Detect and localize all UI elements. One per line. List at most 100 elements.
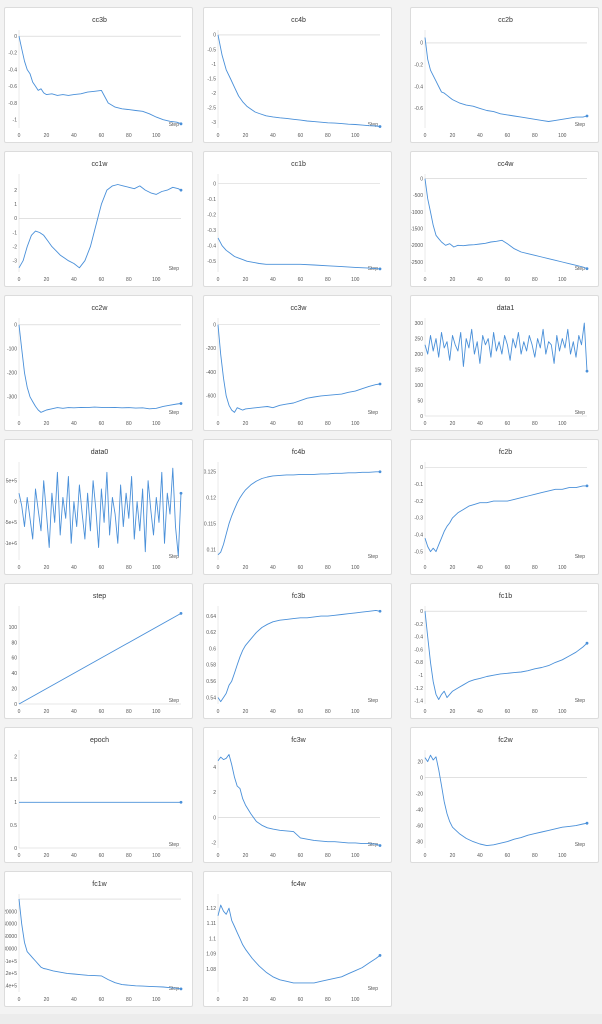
chart-card-fc1b[interactable]: fc1b 0 -0.2 -0.4 -0.6 -0.8 -1 -1.2 -1.4 0 20 40 60 80… xyxy=(410,583,599,719)
x-tick-label: 0 xyxy=(217,421,220,427)
x-tick-label: 60 xyxy=(99,709,105,715)
last-point-marker xyxy=(378,470,382,474)
chart-card-fc4w[interactable]: fc4w 1.12 1.11 1.1 1.09 1.08 0 20 40 60 80 100 Step xyxy=(203,871,392,1007)
chart-card-fc3w[interactable]: fc3w 4 2 0 -2 0 20 40 60 80 100 Step xyxy=(203,727,392,863)
last-point-marker xyxy=(378,954,382,957)
y-tick-label: -0.4 xyxy=(414,84,423,90)
x-tick-label: 40 xyxy=(270,421,276,427)
x-tick-label: 20 xyxy=(243,853,249,859)
chart-card-cc3b[interactable]: cc3b 0 -0.2 -0.4 -0.6 -0.8 -1 0 20 40 60 80 100 Step xyxy=(4,7,193,143)
chart-fc4b: fc4b 0.125 0.12 0.115 0.11 0 20 40 60 80 100 Step xyxy=(204,449,382,571)
chart-card-cc4b[interactable]: cc4b 0 -0.5 -1 -1.5 -2 -2.5 -3 0 20 40 60 80 100 Step xyxy=(203,7,392,143)
chart-card-step[interactable]: step 0 20 40 60 80 100 0 20 40 60 80 100 Step xyxy=(4,583,193,719)
chart-title: fc1b xyxy=(499,593,512,600)
y-tick-label: -0.6 xyxy=(414,647,423,653)
x-tick-label: 100 xyxy=(558,709,567,715)
chart-card-fc2b[interactable]: fc2b 0 -0.1 -0.2 -0.3 -0.4 -0.5 0 20 40 60 80 100 Ste… xyxy=(410,439,599,575)
series-line xyxy=(18,899,182,990)
y-tick-label: 300 xyxy=(415,321,424,327)
chart-card-fc2w[interactable]: fc2w 20 0 -20 -40 -60 -80 0 20 40 60 80 100 Step xyxy=(410,727,599,863)
y-tick-label: 1 xyxy=(14,202,17,208)
chart-card-fc1w[interactable]: fc1w -20000 -40000 -60000 -80000 -1e+5 -1.2e+5… xyxy=(4,871,193,1007)
y-tick-label: 0 xyxy=(14,216,17,222)
chart-card-cc1b[interactable]: cc1b 0 -0.1 -0.2 -0.3 -0.4 -0.5 0 20 40 60 80 100 Ste… xyxy=(203,151,392,287)
x-tick-label: 80 xyxy=(325,277,331,283)
x-tick-label: 60 xyxy=(298,133,304,139)
series-line xyxy=(424,322,588,372)
chart-title: fc4b xyxy=(292,449,305,456)
chart-card-data0[interactable]: data0 5e+5 0 -5e+5 -1e+6 0 20 40 60 80 100 Step xyxy=(4,439,193,575)
y-tick-label: -0.2 xyxy=(207,213,216,219)
y-tick-label: 0 xyxy=(420,176,423,182)
y-tick-label: -1.4 xyxy=(414,699,423,705)
x-axis-label: Step xyxy=(169,842,180,848)
chart-title: cc3w xyxy=(291,305,308,312)
chart-card-fc3b[interactable]: fc3b 0.64 0.62 0.6 0.58 0.56 0.54 0 20 40 60 80 100 S… xyxy=(203,583,392,719)
chart-title: cc1w xyxy=(92,161,109,168)
x-tick-label: 100 xyxy=(351,133,360,139)
y-tick-label: 0 xyxy=(14,323,17,329)
y-tick-label: -1 xyxy=(13,230,18,236)
y-tick-label: 0 xyxy=(213,815,216,821)
x-tick-label: 60 xyxy=(505,853,511,859)
y-tick-label: 0.12 xyxy=(206,496,216,502)
y-tick-label: 0 xyxy=(14,499,17,505)
x-tick-label: 40 xyxy=(477,565,483,571)
x-tick-label: 20 xyxy=(243,709,249,715)
x-tick-label: 80 xyxy=(126,997,132,1003)
x-tick-label: 80 xyxy=(126,133,132,139)
chart-card-data1[interactable]: data1 0 50 100 150 200 250 300 0 20 40 60 80 100 Step xyxy=(410,295,599,431)
x-tick-label: 40 xyxy=(71,709,77,715)
chart-card-cc3w[interactable]: cc3w 0 -200 -400 -600 0 20 40 60 80 100 Step xyxy=(203,295,392,431)
y-tick-label: 0 xyxy=(14,34,17,40)
y-tick-label: -1.5 xyxy=(207,76,216,82)
x-tick-label: 80 xyxy=(325,997,331,1003)
last-point-marker xyxy=(179,800,183,804)
y-tick-label: 0.6 xyxy=(209,646,216,652)
y-tick-label: -0.1 xyxy=(414,482,423,488)
series-line xyxy=(217,471,380,556)
last-point-marker xyxy=(179,122,183,126)
y-tick-label: 0 xyxy=(420,609,423,615)
series-line xyxy=(424,754,588,847)
chart-fc3b: fc3b 0.64 0.62 0.6 0.58 0.56 0.54 0 20 40 60 80 100 S… xyxy=(206,593,382,715)
last-point-marker xyxy=(585,369,589,373)
y-tick-label: -300 xyxy=(7,395,17,401)
chart-cc1w: cc1w 2 1 0 -1 -2 -3 0 20 40 60 80 100 Step xyxy=(13,161,183,283)
x-tick-label: 20 xyxy=(44,997,50,1003)
y-tick-label: -1.2e+5 xyxy=(5,971,17,977)
x-tick-label: 20 xyxy=(243,421,249,427)
chart-card-cc4w[interactable]: cc4w 0 -500 -1000 -1500 -2000 -2500 0 20 40 60 80 10… xyxy=(410,151,599,287)
chart-card-fc4b[interactable]: fc4b 0.125 0.12 0.115 0.11 0 20 40 60 80 100 Step xyxy=(203,439,392,575)
x-tick-label: 40 xyxy=(270,709,276,715)
x-tick-label: 60 xyxy=(99,997,105,1003)
last-point-marker xyxy=(378,267,382,271)
chart-title: cc4b xyxy=(291,17,306,24)
y-tick-label: -3 xyxy=(13,259,18,265)
x-axis-label: Step xyxy=(368,554,379,560)
x-axis-label: Step xyxy=(368,986,379,992)
chart-title: cc4w xyxy=(498,161,515,168)
x-tick-label: 20 xyxy=(450,421,456,427)
x-tick-label: 100 xyxy=(351,277,360,283)
x-tick-label: 0 xyxy=(424,565,427,571)
x-tick-label: 60 xyxy=(99,565,105,571)
chart-cc3b: cc3b 0 -0.2 -0.4 -0.6 -0.8 -1 0 20 40 60 80 100 Step xyxy=(8,17,183,139)
bottom-scroll-strip[interactable] xyxy=(0,1014,602,1024)
y-tick-label: 100 xyxy=(415,383,424,389)
y-tick-label: 2 xyxy=(14,754,17,760)
chart-card-cc2w[interactable]: cc2w 0 -100 -200 -300 0 20 40 60 80 100 Step xyxy=(4,295,193,431)
y-tick-label: 50 xyxy=(417,398,423,404)
x-axis-label: Step xyxy=(575,122,586,128)
chart-fc2b: fc2b 0 -0.1 -0.2 -0.3 -0.4 -0.5 0 20 40 60 80 100 Ste… xyxy=(414,449,589,571)
y-tick-label: -3 xyxy=(212,120,217,126)
x-tick-label: 100 xyxy=(351,853,360,859)
x-tick-label: 100 xyxy=(152,277,161,283)
chart-card-cc1w[interactable]: cc1w 2 1 0 -1 -2 -3 0 20 40 60 80 100 Step xyxy=(4,151,193,287)
chart-card-epoch[interactable]: epoch 2 1.5 1 0.5 0 0 20 40 60 80 100 Step xyxy=(4,727,193,863)
x-tick-label: 100 xyxy=(558,565,567,571)
x-tick-label: 60 xyxy=(99,853,105,859)
chart-card-cc2b[interactable]: cc2b 0 -0.2 -0.4 -0.6 0 20 40 60 80 100 Step xyxy=(410,7,599,143)
x-tick-label: 20 xyxy=(450,709,456,715)
